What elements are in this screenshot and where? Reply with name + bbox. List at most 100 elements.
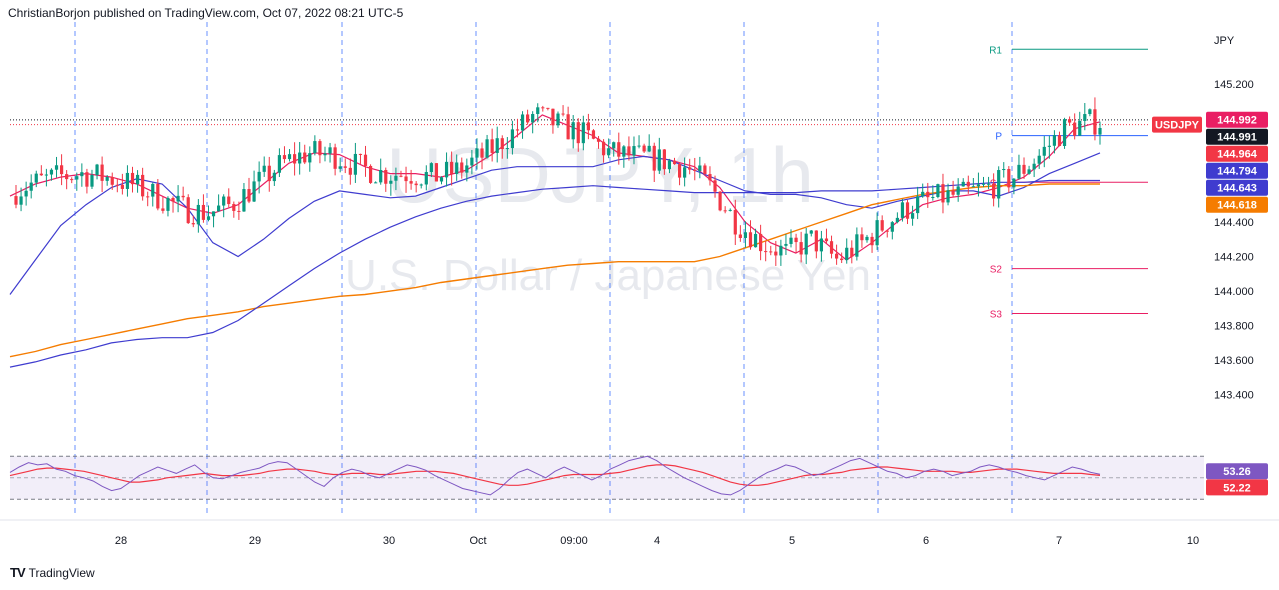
candle-body xyxy=(34,173,38,183)
candle-body xyxy=(1032,163,1036,170)
candle-body xyxy=(181,195,185,198)
candle-body xyxy=(460,162,464,173)
candle-body xyxy=(637,145,641,147)
candle-body xyxy=(769,251,773,253)
candle-body xyxy=(794,237,798,243)
price-label-5: 144.643 xyxy=(1217,183,1257,195)
candle-body xyxy=(875,220,879,246)
candle-body xyxy=(75,176,79,180)
candle-body xyxy=(601,141,606,156)
candlesticks xyxy=(14,97,1102,266)
session-separators xyxy=(74,22,1013,514)
candle-body xyxy=(647,145,651,152)
candle-body xyxy=(470,157,474,166)
candle-body xyxy=(1017,164,1021,179)
candle-body xyxy=(267,165,271,182)
pivot-label-s2: S2 xyxy=(990,265,1003,276)
candle-body xyxy=(135,174,140,185)
tradingview-footer[interactable]: TV TradingView xyxy=(10,565,95,580)
candle-body xyxy=(201,204,206,220)
candle-body xyxy=(19,196,23,205)
candle-body xyxy=(748,232,753,248)
candle-body xyxy=(992,183,996,199)
candle-body xyxy=(764,251,768,253)
candle-body xyxy=(971,186,975,188)
candle-body xyxy=(1037,155,1041,164)
candle-body xyxy=(166,197,170,211)
price-axis: JPY 143.400 143.600 143.800 144.000 144.200 1… xyxy=(1214,35,1254,402)
rsi-label-bg-0 xyxy=(1206,463,1268,480)
candle-body xyxy=(232,204,236,211)
reference-lines xyxy=(10,119,1150,126)
candle-body xyxy=(531,113,535,123)
time-tick-6: 5 xyxy=(789,535,795,547)
candle-body xyxy=(677,164,682,178)
price-tick-2: 143.800 xyxy=(1214,321,1254,333)
candle-body xyxy=(65,174,69,180)
candle-body xyxy=(779,245,783,256)
rsi-line xyxy=(9,455,1101,496)
candle-body xyxy=(211,211,216,217)
candle-body xyxy=(556,113,560,126)
candle-body xyxy=(368,165,373,183)
candle-body xyxy=(718,191,722,211)
price-tick-5: 144.400 xyxy=(1214,217,1254,229)
candle-body xyxy=(353,153,357,175)
pivot-label-p: P xyxy=(995,132,1002,143)
candle-body xyxy=(191,223,195,225)
candle-body xyxy=(814,230,818,252)
candle-body xyxy=(743,232,748,238)
ema-line-3 xyxy=(9,179,1100,368)
candle-body xyxy=(333,147,337,169)
candle-body xyxy=(870,236,874,246)
candle-body xyxy=(399,175,403,177)
price-tick-1: 143.600 xyxy=(1214,355,1254,367)
candle-body xyxy=(824,238,829,242)
candle-body xyxy=(596,138,601,142)
time-tick-0: 28 xyxy=(115,535,127,547)
candle-body xyxy=(845,247,849,261)
candle-body xyxy=(515,129,520,131)
price-labels: 144.992 144.991 USDJPY 144.964 144.794 144.64… xyxy=(1152,111,1268,496)
candle-body xyxy=(804,233,808,255)
candle-body xyxy=(708,174,712,181)
candle-body xyxy=(652,145,656,171)
candle-body xyxy=(1047,145,1051,147)
candle-body xyxy=(1057,135,1062,146)
price-tick-3: 144.000 xyxy=(1214,286,1254,298)
candle-body xyxy=(510,129,515,149)
candle-body xyxy=(607,148,611,156)
candle-body xyxy=(120,184,124,189)
candle-body xyxy=(171,197,175,202)
candle-body xyxy=(698,165,702,171)
rsi-label-0: 53.26 xyxy=(1223,466,1251,478)
candle-body xyxy=(1078,120,1082,136)
candle-body xyxy=(384,170,388,184)
candle-body xyxy=(1002,168,1006,171)
candle-body xyxy=(723,210,727,212)
candle-body xyxy=(110,177,114,185)
candle-body xyxy=(1088,109,1092,115)
candle-body xyxy=(581,122,585,144)
price-chart[interactable]: USDJPY, 1h U.S. Dollar / Japanese Yen R1… xyxy=(0,22,1279,560)
time-tick-8: 7 xyxy=(1056,535,1062,547)
price-label-4: 144.794 xyxy=(1217,166,1258,178)
candle-body xyxy=(1052,135,1057,146)
candle-body xyxy=(662,149,666,170)
price-label-bg-1 xyxy=(1206,128,1268,145)
candle-body xyxy=(551,108,555,126)
candle-body xyxy=(1098,127,1102,135)
candle-body xyxy=(156,183,160,209)
candle-body xyxy=(855,234,859,257)
candle-body xyxy=(809,230,813,234)
candle-body xyxy=(895,217,899,223)
candle-body xyxy=(287,154,292,160)
candle-body xyxy=(313,141,317,154)
candle-body xyxy=(627,146,631,156)
candle-body xyxy=(576,122,580,144)
candle-body xyxy=(237,210,241,212)
candle-body xyxy=(227,196,231,205)
candle-body xyxy=(951,190,955,195)
candle-body xyxy=(1027,169,1031,174)
candle-body xyxy=(125,172,130,189)
